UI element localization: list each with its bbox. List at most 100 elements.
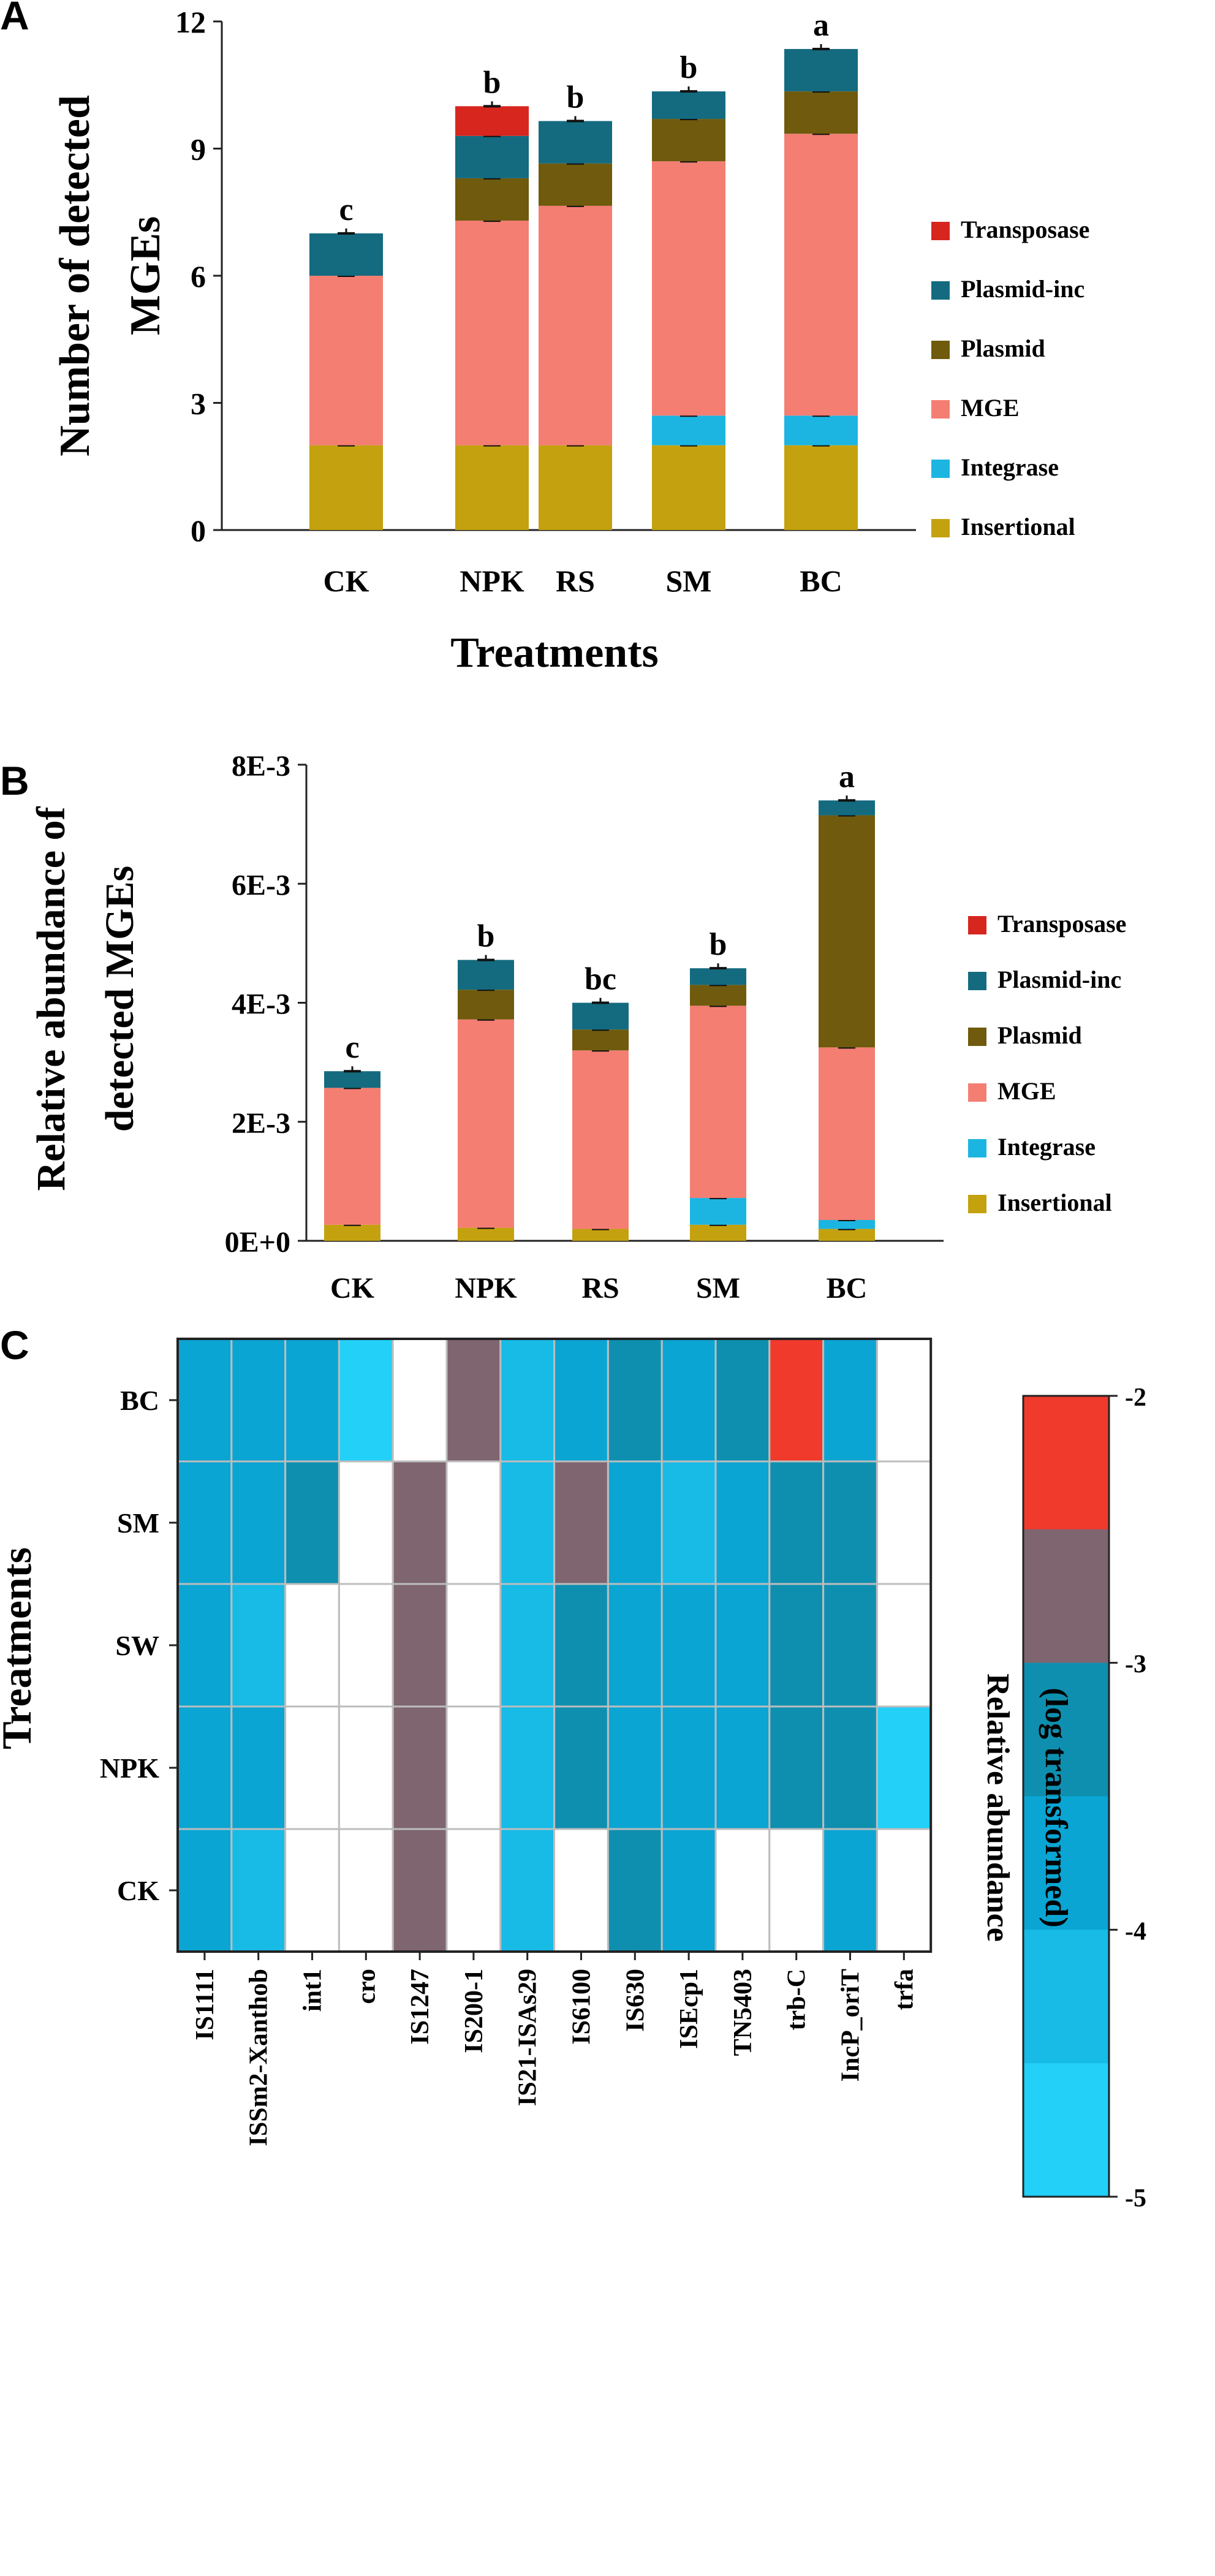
legend-swatch-insertional <box>931 519 950 537</box>
legend-label-mge: MGE <box>997 1077 1056 1105</box>
bar-insertional-rs <box>539 445 612 530</box>
legend-label-transposase: Transposase <box>997 910 1126 938</box>
bar-plasmid-bc <box>784 91 858 134</box>
significance-letter-ck: c <box>345 1030 359 1065</box>
bar-insertional-ck <box>324 1224 380 1241</box>
heatmap-y-axis-title: Treatments <box>0 1547 40 1749</box>
colorbar-label-line: Relative abundance <box>980 1673 1015 1942</box>
heatmap-cell-sw-tn5403 <box>714 1583 771 1708</box>
bar-integrase-bc <box>784 415 858 445</box>
column-label-cro: cro <box>352 1969 380 2004</box>
panel-c: C BC SM SW NPK CK IS1111 ISSm2-Xanthob int1 cro I… <box>0 1322 1146 2213</box>
bar-plasmid-bc <box>819 815 875 1048</box>
heatmap-cell-bc-is1247 <box>392 1338 448 1463</box>
heatmap-cell-ck-is200-1 <box>445 1828 502 1953</box>
heatmap-cell-ck-is1111 <box>176 1828 233 1953</box>
heatmap-cell-sw-cro <box>338 1583 394 1708</box>
y-axis-title-line: detected MGEs <box>97 866 142 1132</box>
heatmap-cell-sm-issm2-xanthob <box>230 1460 287 1585</box>
row-label-ck: CK <box>117 1875 159 1906</box>
heatmap-cell-bc-is6100 <box>553 1338 609 1463</box>
bar-transposase-npk <box>455 106 529 136</box>
bar-plasmid-inc-bc <box>819 800 875 816</box>
y-tick-label: 8E-3 <box>232 750 290 782</box>
colorbar-label-line: (log transformed) <box>1039 1688 1073 1927</box>
bar-plasmid-inc-npk <box>455 135 529 178</box>
heatmap-cell-sw-issm2-xanthob <box>230 1583 287 1708</box>
bar-plasmid-inc-sm <box>652 91 725 119</box>
heatmap-colorbar: -2 -3 -4 -5 Relative abundance (log transform… <box>980 1384 1146 2213</box>
heatmap-cell-bc-incp-orit <box>822 1338 878 1463</box>
x-tick-label-npk: NPK <box>455 1272 517 1305</box>
legend-label-integrase: Integrase <box>961 453 1059 481</box>
y-axis-title-line: Relative abundance of <box>29 806 74 1191</box>
legend-label-plasmid-inc: Plasmid-inc <box>961 275 1084 303</box>
bar-mge-npk <box>455 221 529 445</box>
heatmap-cell-ck-is21-isas29 <box>499 1828 556 1953</box>
colorbar-bin <box>1023 1796 1109 1931</box>
heatmap-cell-npk-is1111 <box>176 1705 233 1830</box>
bar-plasmid-inc-npk <box>458 960 514 990</box>
legend-label-insertional: Insertional <box>961 513 1075 540</box>
legend-label-integrase: Integrase <box>997 1133 1096 1161</box>
column-label-trfa: trfa <box>890 1969 918 2010</box>
panel-a-bars <box>309 44 858 530</box>
bar-plasmid-inc-rs <box>539 121 612 164</box>
significance-letter-bc: a <box>839 759 855 794</box>
heatmap-cell-npk-is21-isas29 <box>499 1705 556 1830</box>
row-label-bc: BC <box>120 1385 159 1416</box>
panel-c-letter: C <box>0 1322 29 1368</box>
bar-insertional-sm <box>652 445 725 530</box>
heatmap-cell-ck-incp-orit <box>822 1828 878 1953</box>
heatmap-cells <box>176 1338 933 1953</box>
heatmap-cell-bc-trfa <box>876 1338 932 1463</box>
panel-b: B 0E+0 2E-3 4E-3 6E-3 8E-3 CK c NPK b RS bc SM b BC a T… <box>0 750 1126 1406</box>
panel-a-labels: 0 3 6 9 12 CK c NPK b RS b SM b BC a Treatments Number o… <box>51 5 842 676</box>
colorbar-tick-label: -4 <box>1125 1917 1146 1945</box>
row-label-sm: SM <box>117 1507 159 1539</box>
x-tick-label-bc: BC <box>827 1272 868 1305</box>
legend-label-plasmid: Plasmid <box>961 335 1045 362</box>
y-tick-label: 6E-3 <box>232 869 290 901</box>
heatmap-labels: BC SM SW NPK CK IS1111 ISSm2-Xanthob int1 cro IS1… <box>0 1385 918 2146</box>
legend-label-plasmid-inc: Plasmid-inc <box>997 966 1121 993</box>
bar-plasmid-rs <box>539 163 612 206</box>
column-label-trb-c: trb-C <box>783 1969 811 2030</box>
heatmap-cell-bc-isecp1 <box>660 1338 717 1463</box>
heatmap-cell-sm-isecp1 <box>660 1460 717 1585</box>
column-label-is1111: IS1111 <box>191 1969 219 2040</box>
heatmap-cell-sw-is630 <box>607 1583 663 1708</box>
legend-swatch-insertional <box>968 1195 986 1213</box>
bar-insertional-npk <box>458 1227 514 1241</box>
heatmap-cell-sw-is6100 <box>553 1583 609 1708</box>
bar-mge-rs <box>539 205 612 445</box>
heatmap-cell-ck-trfa <box>876 1828 932 1953</box>
y-axis-title-line: Number of detected <box>51 95 99 456</box>
x-tick-label-sm: SM <box>696 1272 740 1305</box>
bar-mge-sm <box>652 161 725 416</box>
legend-label-insertional: Insertional <box>997 1189 1112 1216</box>
bar-mge-bc <box>819 1047 875 1221</box>
bar-plasmid-inc-bc <box>784 48 858 92</box>
heatmap-cell-sw-isecp1 <box>660 1583 717 1708</box>
heatmap-cell-sm-incp-orit <box>822 1460 878 1585</box>
y-tick-label: 2E-3 <box>232 1107 290 1140</box>
column-label-issm2-xanthob: ISSm2-Xanthob <box>245 1969 273 2146</box>
heatmap-cell-bc-trb-c <box>768 1338 825 1463</box>
heatmap-cell-sm-is1247 <box>392 1460 448 1585</box>
legend-label-mge: MGE <box>961 394 1020 422</box>
heatmap-cell-sw-is1111 <box>176 1583 233 1708</box>
legend-swatch-mge <box>931 400 950 419</box>
significance-letter-rs: bc <box>585 962 616 997</box>
bar-insertional-rs <box>572 1229 629 1241</box>
row-label-npk: NPK <box>100 1752 159 1784</box>
column-label-is21-isas29: IS21-ISAs29 <box>514 1969 542 2106</box>
heatmap-cell-npk-tn5403 <box>714 1705 771 1830</box>
y-axis-title-line: MGEs <box>122 216 169 335</box>
heatmap-cell-bc-tn5403 <box>714 1338 771 1463</box>
bar-mge-npk <box>458 1019 514 1228</box>
bar-insertional-npk <box>455 445 529 530</box>
bar-plasmid-npk <box>458 990 514 1020</box>
legend-swatch-mge <box>968 1083 986 1102</box>
